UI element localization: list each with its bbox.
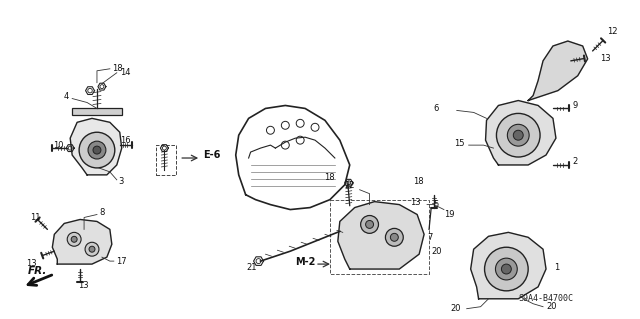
Circle shape bbox=[85, 242, 99, 256]
Circle shape bbox=[495, 258, 517, 280]
Circle shape bbox=[385, 228, 403, 246]
Circle shape bbox=[508, 124, 529, 146]
Text: 1: 1 bbox=[554, 263, 559, 271]
Text: 7: 7 bbox=[427, 233, 433, 242]
Text: 13: 13 bbox=[78, 281, 89, 290]
Text: 18: 18 bbox=[112, 64, 122, 73]
Circle shape bbox=[79, 132, 115, 168]
Text: 12: 12 bbox=[607, 26, 618, 36]
Polygon shape bbox=[52, 219, 112, 264]
Text: 22: 22 bbox=[344, 181, 355, 190]
Circle shape bbox=[361, 216, 378, 234]
Polygon shape bbox=[338, 202, 424, 269]
Text: 11: 11 bbox=[31, 213, 41, 222]
Circle shape bbox=[390, 234, 398, 241]
Circle shape bbox=[484, 247, 528, 291]
Text: 21: 21 bbox=[246, 263, 257, 271]
Text: 9: 9 bbox=[573, 101, 578, 110]
Text: 16: 16 bbox=[120, 136, 131, 145]
Circle shape bbox=[88, 141, 106, 159]
Polygon shape bbox=[470, 232, 546, 299]
Text: 20: 20 bbox=[451, 304, 461, 313]
Text: 3: 3 bbox=[119, 177, 124, 186]
Text: 17: 17 bbox=[116, 256, 127, 266]
Text: 14: 14 bbox=[120, 68, 131, 77]
Text: 2: 2 bbox=[573, 158, 578, 167]
Circle shape bbox=[501, 264, 511, 274]
Text: 4: 4 bbox=[64, 92, 69, 101]
Circle shape bbox=[67, 232, 81, 246]
Circle shape bbox=[93, 146, 101, 154]
Circle shape bbox=[365, 220, 374, 228]
Text: E-6: E-6 bbox=[203, 150, 220, 160]
Polygon shape bbox=[72, 108, 122, 115]
Text: 6: 6 bbox=[433, 104, 439, 113]
Text: 10: 10 bbox=[52, 141, 63, 150]
Circle shape bbox=[89, 246, 95, 252]
Text: 13: 13 bbox=[26, 259, 36, 268]
Text: 20: 20 bbox=[546, 302, 557, 311]
Text: 13: 13 bbox=[410, 198, 421, 207]
Text: 18: 18 bbox=[413, 177, 424, 186]
Polygon shape bbox=[486, 100, 556, 165]
Text: 19: 19 bbox=[444, 210, 454, 219]
Circle shape bbox=[513, 130, 524, 140]
Text: 20: 20 bbox=[431, 247, 442, 256]
Text: S9A4-B4700C: S9A4-B4700C bbox=[518, 294, 573, 303]
Text: 18: 18 bbox=[324, 173, 335, 182]
Text: 13: 13 bbox=[600, 54, 611, 63]
Polygon shape bbox=[528, 41, 588, 100]
Text: 5: 5 bbox=[433, 200, 438, 209]
Text: 8: 8 bbox=[99, 208, 104, 217]
Text: M-2: M-2 bbox=[295, 257, 316, 267]
Text: FR.: FR. bbox=[28, 266, 47, 276]
Circle shape bbox=[71, 236, 77, 242]
Text: 15: 15 bbox=[454, 139, 465, 148]
Polygon shape bbox=[70, 118, 122, 175]
Circle shape bbox=[497, 114, 540, 157]
